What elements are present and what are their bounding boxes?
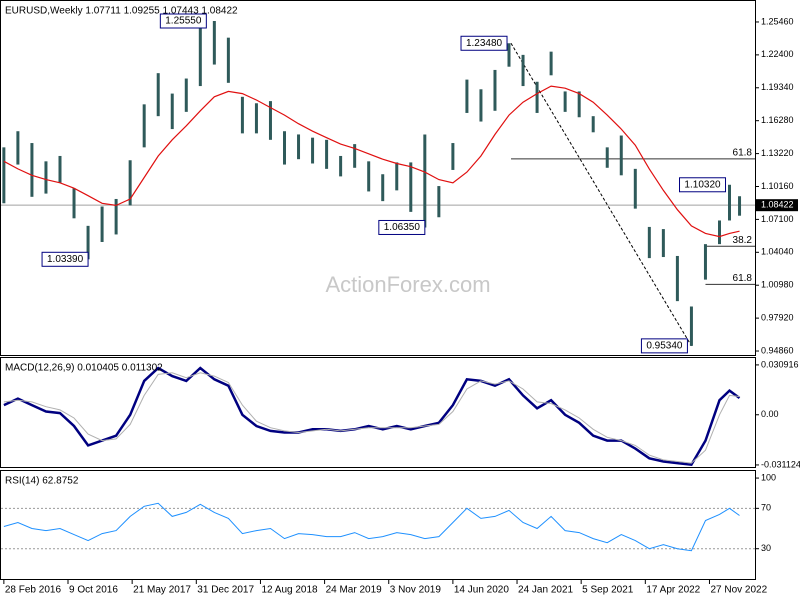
last-price-box	[756, 199, 798, 212]
trendline	[510, 43, 692, 347]
annotation-label: 1.25550	[165, 16, 202, 27]
macd-panel	[0, 357, 756, 468]
y-tick-label: 0.97920	[761, 312, 794, 322]
fib-label: 61.8	[733, 147, 753, 158]
annotation-label: 1.10320	[684, 179, 721, 190]
y-tick-label: 1.16280	[761, 115, 794, 125]
moving-average	[3, 85, 740, 238]
y-tick-label: 1.04040	[761, 247, 794, 257]
annotation-box	[460, 35, 508, 51]
y-tick-label: 70	[761, 503, 771, 513]
fib-label: 61.8	[733, 273, 753, 284]
panel-title: EURUSD,Weekly 1.07711 1.09255 1.07443 1.…	[5, 6, 238, 17]
annotation-box	[640, 338, 688, 354]
y-tick-label: 0.00	[761, 409, 779, 419]
y-tick-label: 1.00980	[761, 280, 794, 290]
x-tick-label: 17 Apr 2022	[646, 585, 700, 596]
x-tick-label: 5 Sep 2021	[582, 585, 634, 596]
y-tick-label: 0.94860	[761, 345, 794, 355]
y-tick-label: 100	[761, 472, 776, 482]
annotation-label: 1.06350	[384, 222, 421, 233]
annotation-box	[41, 251, 89, 267]
x-tick-label: 14 Jun 2020	[454, 585, 509, 596]
panel-title: RSI(14) 62.8752	[5, 476, 79, 487]
last-price-label: 1.08422	[761, 200, 794, 210]
indicator-line	[3, 502, 740, 552]
y-tick-label: 1.19340	[761, 82, 794, 92]
y-tick-label: 30	[761, 543, 771, 553]
x-tick-label: 9 Oct 2016	[69, 585, 118, 596]
fib-label: 38.2	[733, 235, 753, 246]
rsi-panel	[0, 470, 756, 580]
annotation-label: 0.95340	[646, 341, 683, 352]
y-tick-label: 1.10160	[761, 181, 794, 191]
x-tick-label: 3 Nov 2019	[390, 585, 442, 596]
price-panel	[0, 0, 756, 356]
x-tick-label: 21 May 2017	[133, 585, 191, 596]
annotation-box	[679, 177, 727, 193]
annotation-label: 1.03390	[47, 254, 84, 265]
x-tick-label: 27 Nov 2022	[710, 585, 767, 596]
watermark: ActionForex.com	[325, 272, 490, 297]
x-tick-label: 28 Feb 2016	[5, 585, 62, 596]
y-tick-label: 0.030916	[761, 359, 799, 369]
indicator-line	[3, 372, 740, 464]
panel-title: MACD(12,26,9) 0.010405 0.011302	[5, 363, 163, 374]
y-tick-label: 1.13220	[761, 148, 794, 158]
y-tick-label: 1.22400	[761, 49, 794, 59]
x-tick-label: 12 Aug 2018	[261, 585, 318, 596]
x-tick-label: 24 Mar 2019	[326, 585, 383, 596]
y-tick-label: -0.031124	[761, 459, 800, 469]
x-tick-label: 24 Jan 2021	[518, 585, 573, 596]
y-tick-label: 1.07100	[761, 214, 794, 224]
annotation-box	[378, 219, 426, 235]
annotation-label: 1.23480	[466, 38, 503, 49]
x-tick-label: 31 Dec 2017	[197, 585, 254, 596]
annotation-box	[159, 13, 207, 29]
y-tick-label: 1.25460	[761, 16, 794, 26]
